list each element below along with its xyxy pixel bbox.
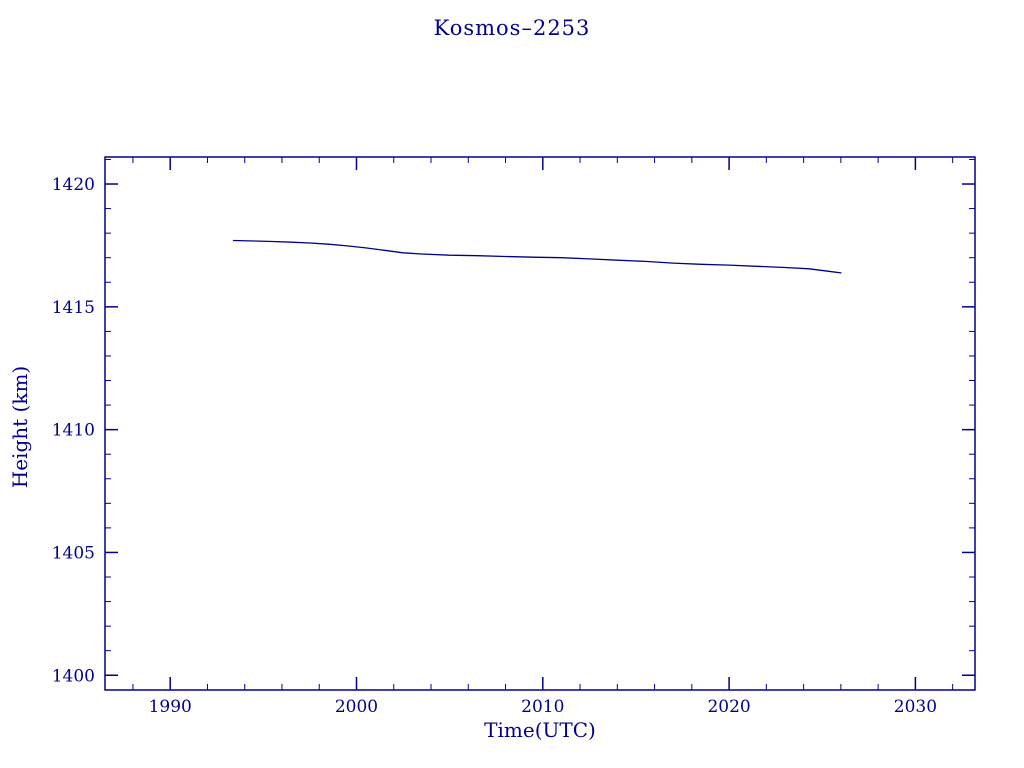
y-tick-label: 1420	[52, 175, 95, 195]
plot-frame	[104, 156, 976, 691]
y-tick-label: 1410	[52, 421, 95, 441]
data-line	[232, 239, 842, 274]
x-tick-label: 1990	[149, 697, 192, 717]
x-tick-label: 2020	[707, 697, 750, 717]
x-tick-label: 2010	[521, 697, 564, 717]
y-tick-label: 1415	[52, 298, 95, 318]
y-tick-label: 1400	[52, 666, 95, 686]
chart-title: Kosmos–2253	[433, 16, 591, 40]
x-tick-label: 2000	[335, 697, 378, 717]
y-tick-label: 1405	[52, 543, 95, 563]
x-tick-label: 2030	[894, 697, 937, 717]
x-axis-label: Time(UTC)	[484, 718, 596, 742]
